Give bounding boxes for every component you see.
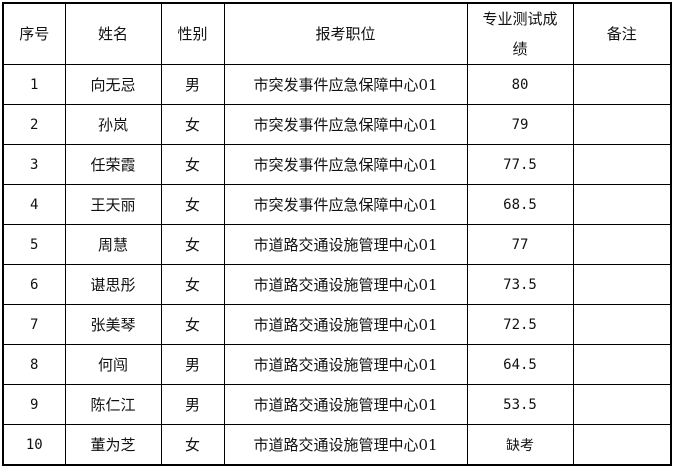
cell-name: 周慧 — [64, 224, 162, 265]
header-score-text: 专业测试成绩 — [482, 10, 558, 58]
cell-score: 79 — [466, 104, 574, 145]
cell-no: 3 — [2, 144, 66, 185]
header-score: 专业测试成绩 — [466, 2, 574, 65]
cell-no: 5 — [2, 224, 66, 265]
cell-name: 王天丽 — [64, 184, 162, 225]
table-row: 10 董为芝女市道路交通设施管理中心01 缺考 — [2, 424, 672, 466]
header-gender: 性别 — [160, 2, 225, 65]
cell-no: 4 — [2, 184, 66, 225]
cell-name: 任荣霞 — [64, 144, 162, 185]
cell-gender: 女 — [160, 184, 225, 225]
table-row: 3 任荣霞女市突发事件应急保障中心01 77.5 — [2, 144, 672, 185]
cell-name: 何闯 — [64, 344, 162, 385]
cell-position: 市道路交通设施管理中心01 — [223, 424, 468, 466]
cell-name: 谌思彤 — [64, 264, 162, 305]
header-position: 报考职位 — [223, 2, 468, 65]
cell-no: 6 — [2, 264, 66, 305]
table-row: 4 王天丽女市突发事件应急保障中心01 68.5 — [2, 184, 672, 225]
cell-gender: 男 — [160, 344, 225, 385]
table-row: 2 孙岚女市突发事件应急保障中心01 79 — [2, 104, 672, 145]
cell-note — [572, 104, 672, 145]
cell-no: 1 — [2, 64, 66, 105]
cell-name: 孙岚 — [64, 104, 162, 145]
cell-score: 72.5 — [466, 304, 574, 345]
table-row: 1 向无忌男市突发事件应急保障中心01 80 — [2, 64, 672, 105]
cell-score: 77 — [466, 224, 574, 265]
cell-name: 向无忌 — [64, 64, 162, 105]
cell-gender: 男 — [160, 64, 225, 105]
cell-score: 77.5 — [466, 144, 574, 185]
cell-gender: 男 — [160, 384, 225, 425]
cell-position: 市突发事件应急保障中心01 — [223, 104, 468, 145]
cell-score: 80 — [466, 64, 574, 105]
cell-gender: 女 — [160, 144, 225, 185]
cell-gender: 女 — [160, 104, 225, 145]
cell-no: 9 — [2, 384, 66, 425]
cell-gender: 女 — [160, 224, 225, 265]
cell-note — [572, 264, 672, 305]
cell-gender: 女 — [160, 304, 225, 345]
cell-name: 张美琴 — [64, 304, 162, 345]
cell-position: 市道路交通设施管理中心01 — [223, 344, 468, 385]
cell-note — [572, 304, 672, 345]
cell-no: 8 — [2, 344, 66, 385]
cell-position: 市道路交通设施管理中心01 — [223, 264, 468, 305]
cell-name: 陈仁江 — [64, 384, 162, 425]
table-row: 6 谌思彤女市道路交通设施管理中心01 73.5 — [2, 264, 672, 305]
cell-gender: 女 — [160, 264, 225, 305]
cell-note — [572, 64, 672, 105]
cell-note — [572, 424, 672, 466]
cell-gender: 女 — [160, 424, 225, 466]
table-row: 9 陈仁江男市道路交通设施管理中心01 53.5 — [2, 384, 672, 425]
header-no: 序号 — [2, 2, 66, 65]
table-row: 7 张美琴女市道路交通设施管理中心01 72.5 — [2, 304, 672, 345]
cell-score: 64.5 — [466, 344, 574, 385]
cell-score: 68.5 — [466, 184, 574, 225]
cell-position: 市突发事件应急保障中心01 — [223, 64, 468, 105]
cell-no: 7 — [2, 304, 66, 345]
table-row: 8 何闯男市道路交通设施管理中心01 64.5 — [2, 344, 672, 385]
cell-score: 缺考 — [466, 424, 574, 466]
cell-note — [572, 184, 672, 225]
header-name: 姓名 — [64, 2, 162, 65]
cell-position: 市道路交通设施管理中心01 — [223, 304, 468, 345]
cell-no: 2 — [2, 104, 66, 145]
cell-no: 10 — [2, 424, 66, 466]
cell-note — [572, 344, 672, 385]
cell-position: 市道路交通设施管理中心01 — [223, 384, 468, 425]
cell-position: 市突发事件应急保障中心01 — [223, 184, 468, 225]
cell-note — [572, 224, 672, 265]
cell-score: 53.5 — [466, 384, 574, 425]
header-note: 备注 — [572, 2, 672, 65]
cell-name: 董为芝 — [64, 424, 162, 466]
header-row: 序号 姓名 性别 报考职位 专业测试成绩 备注 — [2, 2, 672, 65]
cell-position: 市道路交通设施管理中心01 — [223, 224, 468, 265]
cell-position: 市突发事件应急保障中心01 — [223, 144, 468, 185]
cell-note — [572, 144, 672, 185]
table-row: 5 周慧女市道路交通设施管理中心01 77 — [2, 224, 672, 265]
cell-note — [572, 384, 672, 425]
cell-score: 73.5 — [466, 264, 574, 305]
